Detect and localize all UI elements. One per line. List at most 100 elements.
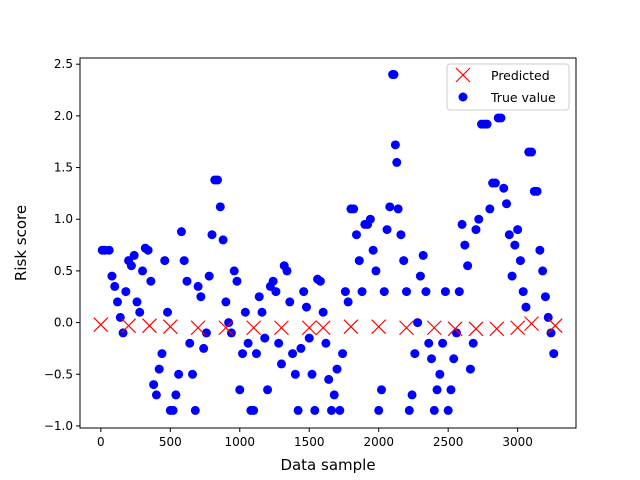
true-value-point: [515, 256, 525, 266]
true-value-point: [468, 338, 478, 348]
true-value-point: [540, 292, 550, 302]
true-value-point: [543, 312, 553, 322]
true-value-point: [126, 261, 136, 271]
y-tick-label: 0.5: [54, 264, 73, 278]
true-value-point: [399, 256, 409, 266]
true-value-point: [424, 338, 434, 348]
true-value-point: [351, 230, 361, 240]
true-value-point: [407, 390, 417, 400]
true-value-point: [418, 250, 428, 260]
x-tick-label: 2500: [433, 435, 464, 449]
true-value-point: [107, 271, 117, 281]
true-value-point: [238, 349, 248, 359]
true-value-point: [263, 385, 273, 395]
true-value-point: [315, 276, 325, 286]
true-value-point: [146, 276, 156, 286]
true-value-point: [104, 245, 114, 255]
true-value-point: [389, 70, 399, 80]
true-value-point: [182, 276, 192, 286]
true-value-point: [121, 287, 131, 297]
x-axis: 0 500 1000 1500 2000 2500 3000: [97, 428, 533, 449]
true-value-point: [332, 364, 342, 374]
true-value-point: [224, 318, 234, 328]
true-value-point: [521, 302, 531, 312]
true-value-point: [188, 369, 198, 379]
true-value-point: [326, 405, 336, 415]
true-value-point: [454, 287, 464, 297]
true-value-point: [204, 271, 214, 281]
true-value-point: [549, 349, 559, 359]
true-value-point: [185, 338, 195, 348]
true-value-point: [301, 302, 311, 312]
true-value-point: [163, 307, 173, 317]
true-value-point: [179, 256, 189, 266]
predicted-point: [315, 320, 331, 336]
true-value-point: [421, 287, 431, 297]
true-value-point: [471, 225, 481, 235]
true-value-point: [513, 225, 523, 235]
x-tick-label: 3000: [502, 435, 533, 449]
x-tick-label: 500: [159, 435, 182, 449]
predicted-point: [246, 320, 262, 336]
x-tick-label: 2000: [363, 435, 394, 449]
x-tick-label: 0: [97, 435, 105, 449]
true-value-point: [404, 405, 414, 415]
true-value-point: [293, 405, 303, 415]
true-value-point: [374, 405, 384, 415]
true-value-point: [190, 405, 200, 415]
predicted-point: [468, 321, 484, 337]
predicted-point: [162, 319, 178, 335]
true-value-point: [143, 245, 153, 255]
y-tick-label: 2.5: [54, 57, 73, 71]
true-value-point: [460, 240, 470, 250]
true-value-point: [499, 183, 509, 193]
true-value-point: [482, 119, 492, 129]
predicted-point: [399, 320, 414, 336]
true-value-point: [340, 287, 350, 297]
true-value-point: [171, 390, 181, 400]
true-value-point: [199, 343, 209, 353]
true-value-point: [368, 245, 378, 255]
true-value-point: [157, 349, 167, 359]
true-value-point: [160, 256, 170, 266]
true-value-point: [324, 374, 334, 384]
true-value-point: [385, 202, 395, 212]
true-value-point: [401, 287, 411, 297]
true-value-point: [251, 349, 261, 359]
true-value-point: [435, 369, 445, 379]
true-value-point: [496, 113, 506, 123]
true-value-point: [282, 266, 292, 276]
true-value-point: [288, 349, 298, 359]
true-value-point: [135, 307, 145, 317]
true-value-point: [449, 354, 459, 364]
y-tick-label: 0.0: [54, 316, 73, 330]
predicted-point: [489, 321, 505, 337]
true-value-point: [254, 292, 264, 302]
predicted-point: [371, 319, 387, 335]
true-value-point: [196, 292, 206, 302]
true-value-point: [176, 227, 186, 237]
true-value-point: [213, 175, 223, 185]
predicted-point: [190, 320, 206, 336]
true-value-point: [490, 178, 500, 188]
true-value-point: [343, 297, 353, 307]
true-value-point: [232, 276, 242, 286]
true-value-point: [463, 261, 473, 271]
true-value-point: [221, 297, 231, 307]
true-value-point: [357, 287, 367, 297]
true-value-point: [382, 225, 392, 235]
true-value-point: [215, 202, 225, 212]
predicted-point: [524, 316, 539, 332]
y-tick-label: 1.5: [54, 161, 73, 175]
y-axis-title: Risk score: [12, 205, 30, 281]
true-value-point: [249, 405, 259, 415]
true-value-point: [154, 364, 164, 374]
x-axis-title: Data sample: [280, 456, 375, 474]
true-value-point: [474, 214, 484, 224]
true-value-point: [149, 380, 159, 390]
predicted-point: [547, 318, 563, 334]
true-value-point: [438, 338, 448, 348]
true-value-point: [271, 287, 281, 297]
true-value-point: [207, 230, 217, 240]
